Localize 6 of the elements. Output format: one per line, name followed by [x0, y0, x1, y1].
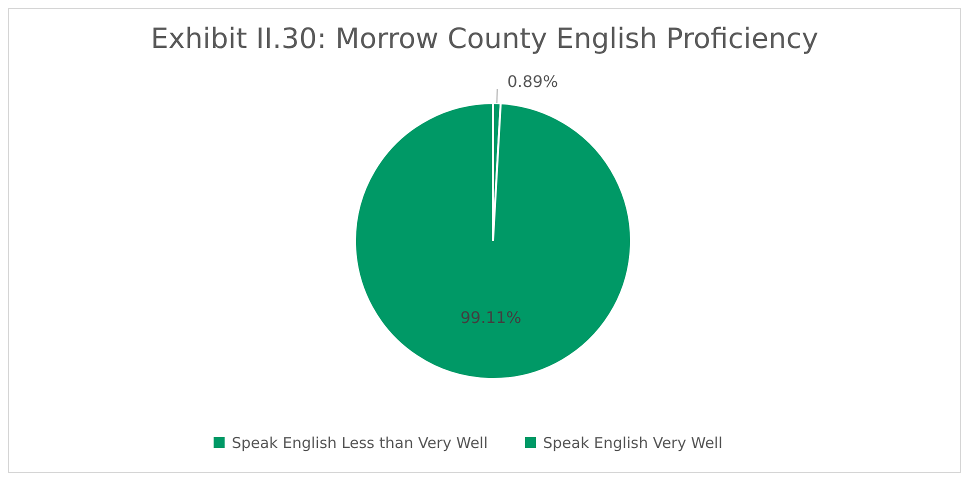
- legend-label: Speak English Less than Very Well: [232, 434, 488, 452]
- data-label: 99.11%: [460, 308, 522, 327]
- legend-label: Speak English Very Well: [543, 434, 723, 452]
- pie-slice: [354, 102, 632, 380]
- chart-title: Exhibit II.30: Morrow County English Proficiency: [150, 22, 818, 55]
- data-label: 0.89%: [507, 72, 558, 92]
